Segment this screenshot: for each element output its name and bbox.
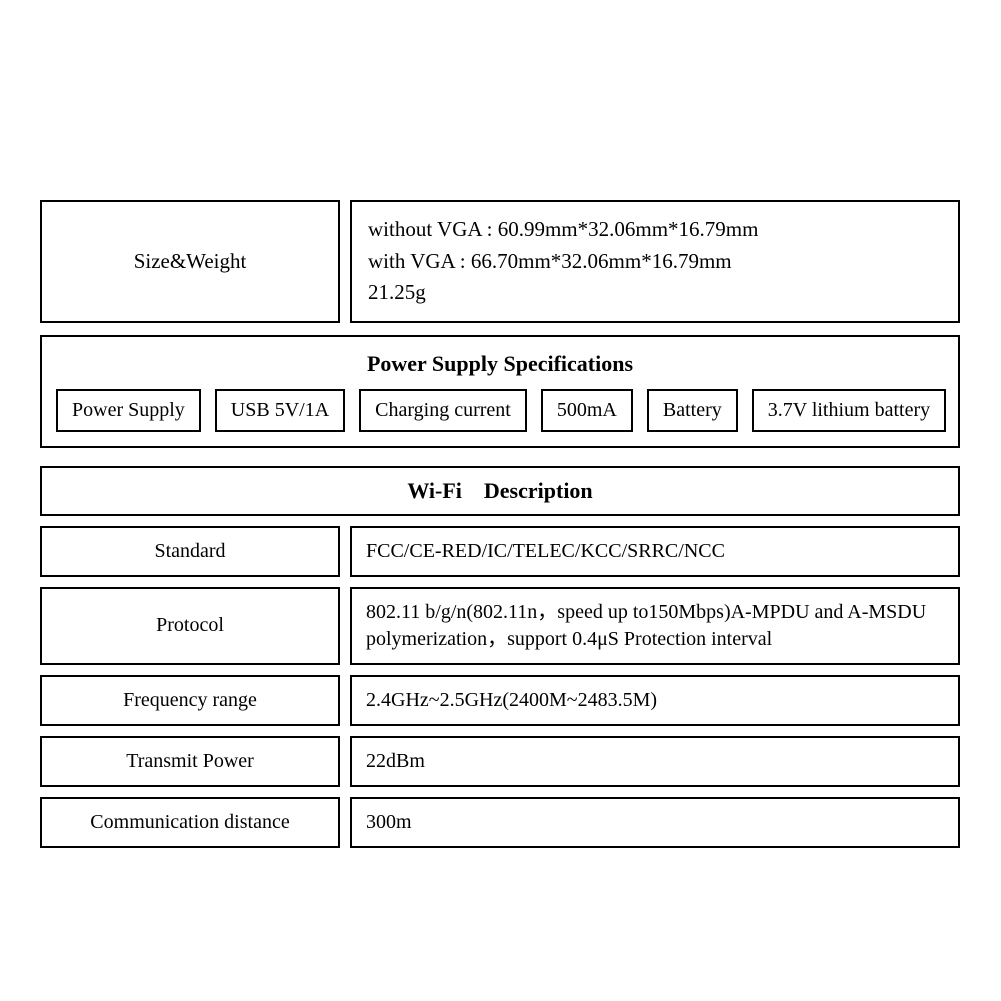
wifi-value-standard: FCC/CE-RED/IC/TELEC/KCC/SRRC/NCC [350, 526, 960, 577]
wifi-value-frequency: 2.4GHz~2.5GHz(2400M~2483.5M) [350, 675, 960, 726]
power-cell-value-charging: 500mA [541, 389, 633, 432]
wifi-label-transmit: Transmit Power [40, 736, 340, 787]
size-weight-row: Size&Weight without VGA : 60.99mm*32.06m… [40, 200, 960, 323]
wifi-row-protocol: Protocol 802.11 b/g/n(802.11n，speed up t… [40, 587, 960, 665]
wifi-row-transmit: Transmit Power 22dBm [40, 736, 960, 787]
power-cell-label-battery: Battery [647, 389, 738, 432]
power-cell-value-battery: 3.7V lithium battery [752, 389, 946, 432]
size-weight-value: without VGA : 60.99mm*32.06mm*16.79mm wi… [350, 200, 960, 323]
wifi-label-distance: Communication distance [40, 797, 340, 848]
power-cell-label-supply: Power Supply [56, 389, 201, 432]
wifi-label-standard: Standard [40, 526, 340, 577]
wifi-label-protocol: Protocol [40, 587, 340, 665]
wifi-label-frequency: Frequency range [40, 675, 340, 726]
size-weight-label: Size&Weight [40, 200, 340, 323]
wifi-value-protocol: 802.11 b/g/n(802.11n，speed up to150Mbps)… [350, 587, 960, 665]
wifi-row-frequency: Frequency range 2.4GHz~2.5GHz(2400M~2483… [40, 675, 960, 726]
power-supply-title: Power Supply Specifications [56, 351, 944, 377]
power-cell-value-supply: USB 5V/1A [215, 389, 345, 432]
power-supply-cells: Power Supply USB 5V/1A Charging current … [56, 389, 944, 432]
wifi-row-distance: Communication distance 300m [40, 797, 960, 848]
wifi-value-transmit: 22dBm [350, 736, 960, 787]
power-supply-section: Power Supply Specifications Power Supply… [40, 335, 960, 448]
spec-sheet: Size&Weight without VGA : 60.99mm*32.06m… [40, 200, 960, 858]
wifi-value-distance: 300m [350, 797, 960, 848]
wifi-row-standard: Standard FCC/CE-RED/IC/TELEC/KCC/SRRC/NC… [40, 526, 960, 577]
power-cell-label-charging: Charging current [359, 389, 527, 432]
wifi-title: Wi-Fi Description [40, 466, 960, 516]
